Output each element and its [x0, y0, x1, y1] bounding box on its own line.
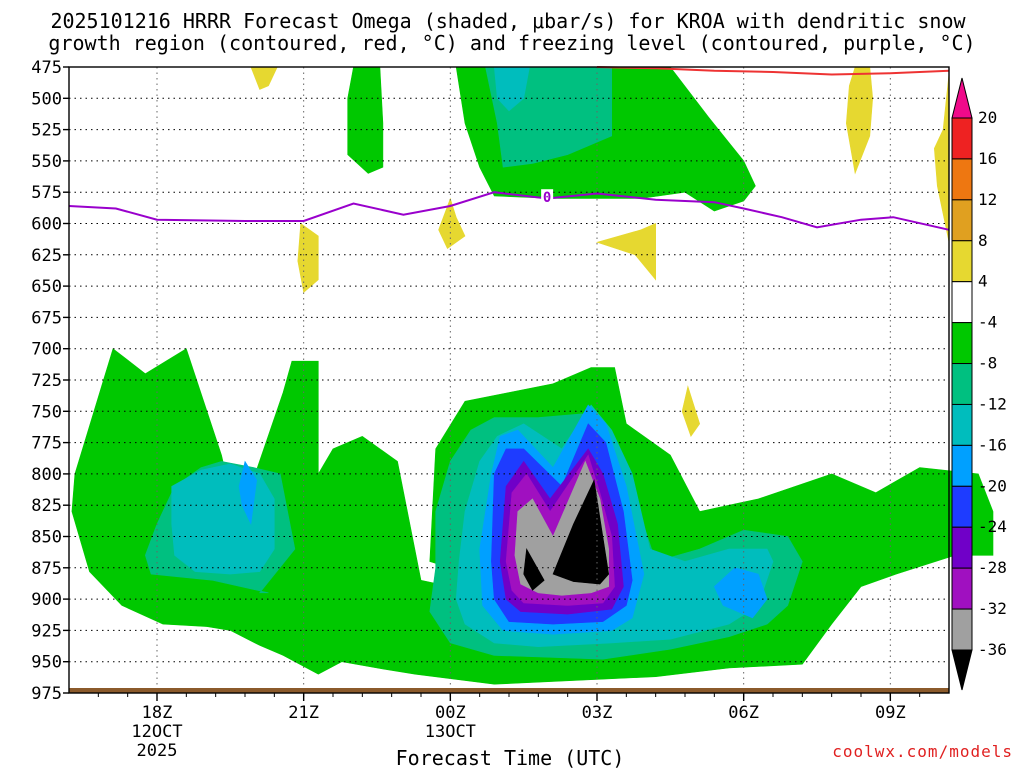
x-date-label-00Z: 13OCT — [425, 722, 476, 742]
colorbar-band-6 — [951, 363, 973, 405]
colorbar-band-12 — [951, 608, 973, 651]
ground-band — [69, 688, 949, 693]
x-tick-label-06Z: 06Z — [728, 703, 759, 723]
x-tick-label-21Z: 21Z — [288, 703, 319, 723]
colorbar-label-4: 4 — [978, 272, 988, 291]
colorbar-band-2 — [951, 199, 973, 242]
positive-omega-region-5 — [845, 66, 874, 175]
plot-area: 0 475 500 525 550 575 600 625 650 675 700 725 750 77… — [31, 58, 994, 761]
colorbar-top-arrow — [951, 77, 973, 119]
y-axis: 475 500 525 550 575 600 625 650 675 700 725 750 775 8… — [31, 58, 69, 704]
y-tick-label-475: 475 — [31, 58, 62, 78]
x-tick-label-18Z: 18Z — [142, 703, 173, 723]
y-tick-label-575: 575 — [31, 183, 62, 203]
colorbar-label-11: -28 — [978, 558, 1007, 577]
colorbar-label-7: -12 — [978, 394, 1007, 413]
y-tick-label-950: 950 — [31, 653, 62, 673]
colorbar-label-2: 12 — [978, 190, 997, 209]
positive-omega-region-6 — [933, 73, 950, 243]
y-tick-label-800: 800 — [31, 465, 62, 485]
colorbar-bottom-arrow — [951, 649, 973, 691]
colorbar-band-3 — [951, 240, 973, 283]
colorbar: 20 16 12 8 4 -4 -8 -12 -16 -20 -24 -28 -32 -36 — [951, 77, 1007, 691]
colorbar-band-5 — [951, 322, 973, 365]
y-tick-label-550: 550 — [31, 152, 62, 172]
y-tick-label-850: 850 — [31, 528, 62, 548]
colorbar-label-1: 16 — [978, 149, 997, 168]
y-tick-label-775: 775 — [31, 434, 62, 454]
colorbar-band-10 — [951, 526, 973, 569]
colorbar-label-5: -4 — [978, 313, 997, 332]
colorbar-label-12: -32 — [978, 599, 1007, 618]
colorbar-label-3: 8 — [978, 231, 988, 250]
y-tick-label-750: 750 — [31, 402, 62, 422]
y-tick-label-900: 900 — [31, 590, 62, 610]
y-tick-label-700: 700 — [31, 340, 62, 360]
freezing-level-label: 0 — [543, 190, 551, 206]
y-tick-label-600: 600 — [31, 215, 62, 235]
x-tick-label-00Z: 00Z — [435, 703, 466, 723]
colorbar-label-10: -24 — [978, 517, 1007, 536]
colorbar-label-9: -20 — [978, 476, 1007, 495]
omega-region-15 — [347, 66, 384, 174]
x-axis-label: Forecast Time (UTC) — [396, 746, 625, 768]
omega-region-3 — [171, 463, 275, 575]
colorbar-label-8: -16 — [978, 435, 1007, 454]
positive-omega-region-2 — [438, 197, 466, 249]
colorbar-band-8 — [951, 444, 973, 487]
y-tick-label-650: 650 — [31, 277, 62, 297]
y-tick-label-625: 625 — [31, 246, 62, 266]
omega-region-7 — [713, 567, 768, 619]
y-tick-label-975: 975 — [31, 684, 62, 704]
colorbar-label-13: -36 — [978, 640, 1007, 659]
colorbar-label-0: 20 — [978, 108, 997, 127]
omega-region-12 — [523, 548, 545, 591]
colorbar-band-7 — [951, 403, 973, 446]
y-tick-label-825: 825 — [31, 496, 62, 516]
positive-omega-region-3 — [595, 223, 657, 281]
y-tick-label-925: 925 — [31, 621, 62, 641]
colorbar-band-11 — [951, 567, 973, 610]
chart-title-line2: growth region (contoured, red, °C) and f… — [48, 31, 975, 55]
grid-layer — [69, 67, 949, 693]
y-tick-label-525: 525 — [31, 121, 62, 141]
chart-title-line1: 2025101216 HRRR Forecast Omega (shaded, … — [50, 9, 966, 33]
y-tick-label-875: 875 — [31, 559, 62, 579]
contour-line-layer: 0 — [68, 66, 950, 231]
colorbar-band-0 — [951, 117, 973, 160]
dgz-line — [596, 66, 950, 76]
omega-region-13 — [552, 479, 610, 585]
freezing-level-label-bg — [541, 189, 554, 206]
y-tick-label-500: 500 — [31, 89, 62, 109]
omega-region-5 — [238, 460, 258, 526]
colorbar-band-1 — [951, 158, 973, 201]
colorbar-band-4 — [951, 281, 973, 324]
x-date-label-18Z: 12OCT — [131, 722, 182, 742]
watermark-text: coolwx.com/models — [832, 742, 1013, 761]
x-tick-label-09Z: 09Z — [875, 703, 906, 723]
y-tick-label-725: 725 — [31, 371, 62, 391]
colorbar-band-9 — [951, 485, 973, 528]
x-tick-label-03Z: 03Z — [582, 703, 613, 723]
x-year-label-18Z: 2025 — [137, 741, 178, 761]
colorbar-label-6: -8 — [978, 354, 997, 373]
y-tick-label-675: 675 — [31, 308, 62, 328]
